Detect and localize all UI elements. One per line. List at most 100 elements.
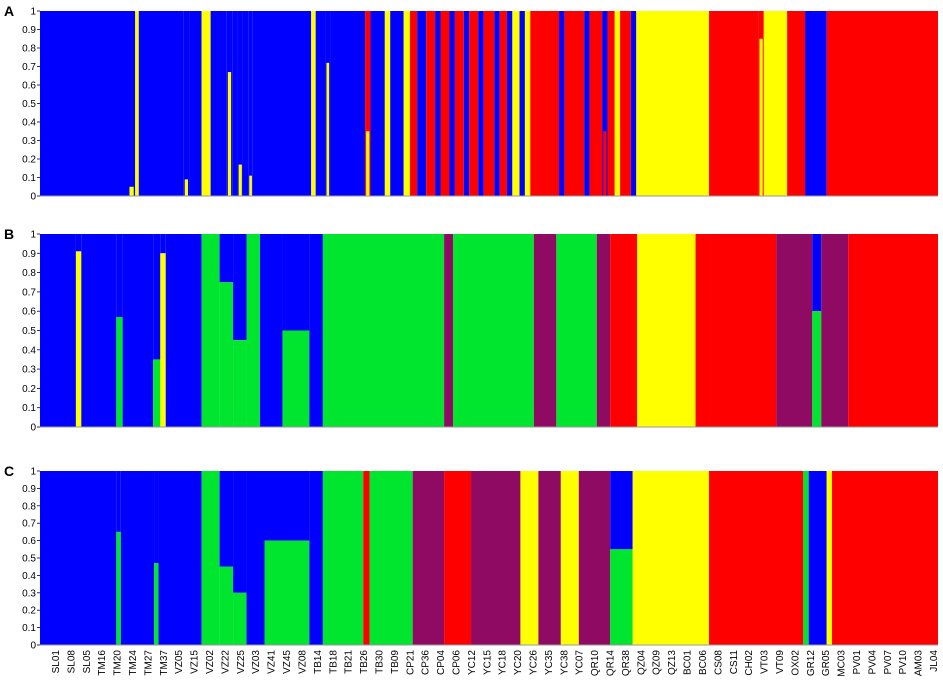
x-tick-label: TM20 (113, 650, 124, 676)
bar-segment (602, 11, 608, 196)
bar-segment (154, 471, 159, 564)
y-tick-label: 0.5 (22, 326, 36, 337)
bar-segment (559, 11, 565, 196)
bar-segment (637, 234, 696, 427)
y-tick-label: 0.1 (22, 173, 36, 184)
y-tick-label: 1 (30, 7, 36, 18)
bar-segment (309, 234, 323, 427)
bar-segment (260, 234, 283, 427)
bar-segment (449, 11, 455, 196)
bar-segment (189, 11, 202, 196)
bar-segment (246, 234, 261, 427)
bar-segment (219, 566, 234, 645)
bar-segment (233, 592, 247, 645)
x-tick-label: CP04 (436, 650, 447, 675)
y-tick-label: 0.2 (22, 606, 36, 617)
y-tick-label: 0.8 (22, 44, 36, 55)
bar-segment (315, 11, 326, 196)
bar-segment (524, 11, 531, 196)
panel-C: C 0 0.1 0.2 0.3 0.4 0.5 0.6 0.7 0.8 0.9 1 (4, 463, 938, 652)
bar-segment (232, 11, 238, 196)
bar-segment (129, 186, 134, 196)
bar-segment (776, 234, 813, 427)
x-tick-label: PV10 (898, 650, 909, 675)
bar-segment (210, 11, 227, 196)
y-tick-label: 0.9 (22, 249, 36, 260)
bar-segment (607, 11, 615, 196)
bar-segment (219, 282, 234, 427)
y-tick-label: 0 (30, 192, 36, 203)
bar-segment (426, 11, 436, 196)
x-tick-label: QR10 (590, 650, 601, 677)
y-tick-label: 0.8 (22, 268, 36, 279)
bar-segment (40, 11, 129, 196)
bar-segment (233, 471, 247, 593)
bar-segment (128, 11, 136, 196)
bar-segment (154, 563, 159, 645)
y-tick-label: 1 (30, 467, 36, 478)
bar-segment (233, 340, 247, 427)
x-tick-label: VZ45 (282, 650, 293, 674)
bar-segment (116, 234, 123, 317)
bar-segment (370, 11, 385, 196)
x-tick-label: TB21 (344, 650, 355, 674)
bar-segment (519, 11, 525, 196)
bar-segment (636, 11, 710, 196)
x-tick-label: QR38 (621, 650, 632, 677)
y-tick-label: 0.6 (22, 81, 36, 92)
x-tick-label: PV04 (867, 650, 878, 675)
x-tick-label: YC12 (467, 650, 478, 675)
bar-segment (40, 234, 76, 427)
bar-segment (252, 11, 312, 196)
bar-segment (219, 471, 234, 567)
bar-segment (326, 62, 330, 196)
bar-segment (614, 11, 621, 196)
bar-segment (564, 11, 585, 196)
x-tick-label: JL04 (929, 650, 940, 672)
x-tick-label: TM27 (143, 650, 154, 676)
bar-segment (463, 11, 470, 196)
bar-segment (444, 471, 472, 645)
bar-segment (759, 38, 763, 196)
x-tick-label: OX02 (790, 650, 801, 676)
bar-segment (165, 234, 202, 427)
y-tick-label: 0.6 (22, 536, 36, 547)
bar-segment (832, 471, 938, 645)
y-tick-label: 0.6 (22, 307, 36, 318)
bar-segment (153, 359, 161, 427)
bar-segment (184, 179, 188, 196)
x-tick-label: SL05 (82, 650, 93, 674)
bar-segment (201, 471, 220, 645)
x-tick-label: YC18 (498, 650, 509, 675)
bar-segment (138, 11, 184, 196)
x-tick-label: VZ22 (220, 650, 231, 674)
bar-segment (201, 234, 220, 427)
y-tick-label: 0.4 (22, 345, 36, 356)
panel-B: B 0 0.1 0.2 0.3 0.4 0.5 0.6 0.7 0.8 0.9 1 (4, 226, 938, 434)
x-tick-label: GR12 (806, 650, 817, 677)
bar-segment (160, 234, 166, 254)
bar-segment (803, 471, 809, 645)
bar-segment (826, 11, 938, 196)
x-tick-label: VZ25 (236, 650, 247, 674)
bar-segment (409, 11, 418, 196)
y-tick-label: 0.3 (22, 588, 36, 599)
y-tick-label: 0.1 (22, 623, 36, 634)
x-tick-label: YC20 (513, 650, 524, 675)
x-tick-label: SL08 (66, 650, 77, 674)
bar-segment (483, 11, 495, 196)
bar-segment (282, 330, 310, 427)
bar-segment (596, 234, 611, 427)
bar-segment (610, 471, 633, 550)
x-tick-label: AM03 (914, 650, 925, 677)
bar-segment (471, 471, 521, 645)
bar-segment (75, 234, 82, 252)
x-tick-label: TB30 (374, 650, 385, 674)
panel-label: A (4, 3, 14, 19)
x-tick-label: CS08 (713, 650, 724, 675)
x-tick-label: VZ02 (205, 650, 216, 674)
bar-segment (589, 11, 603, 196)
bar-segment (821, 234, 849, 427)
x-tick-label: BC06 (698, 650, 709, 675)
x-tick-label: VZ15 (190, 650, 201, 674)
